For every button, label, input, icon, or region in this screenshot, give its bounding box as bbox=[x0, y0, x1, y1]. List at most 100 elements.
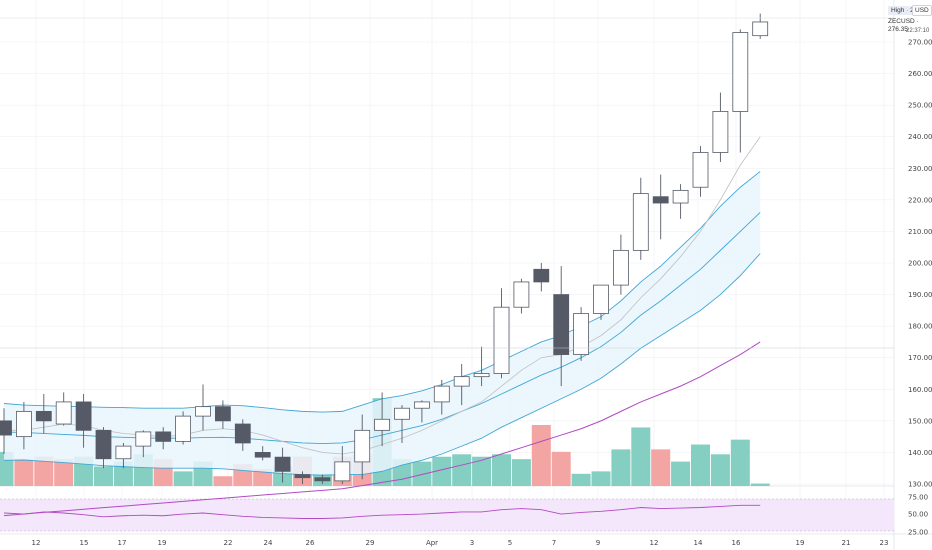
time-axis[interactable]: 12 15 17 19 22 24 26 29 Apr 3 5 7 9 12 14 16 19 21 23 bbox=[32, 539, 889, 547]
candle-body bbox=[95, 429, 112, 460]
price-tick-label: 210.00 bbox=[908, 228, 932, 236]
candle-body bbox=[175, 415, 192, 442]
candle-body bbox=[433, 385, 450, 403]
candle-body bbox=[15, 410, 32, 438]
rsi-pane bbox=[0, 498, 894, 532]
volume-bar bbox=[691, 444, 710, 486]
volume-bar bbox=[213, 476, 233, 486]
candle-body bbox=[493, 306, 510, 374]
rsi-tick-label: 75.00 bbox=[908, 494, 928, 502]
volume-bar bbox=[631, 427, 651, 486]
volume-bar bbox=[472, 456, 492, 486]
time-tick-label: 24 bbox=[264, 539, 273, 547]
volume-bar bbox=[432, 456, 452, 486]
time-tick-label: 29 bbox=[366, 539, 375, 547]
price-tick-label: 260.00 bbox=[908, 70, 932, 78]
candle-body bbox=[0, 420, 12, 436]
volume-bar bbox=[551, 451, 571, 486]
candle-body bbox=[55, 401, 72, 425]
volume-bar bbox=[611, 449, 631, 486]
candle-body bbox=[274, 456, 291, 472]
volume-bar bbox=[253, 468, 273, 486]
rsi-tick-label: 50.00 bbox=[908, 511, 928, 519]
candle-body bbox=[234, 423, 251, 444]
volume-bar bbox=[412, 461, 432, 486]
time-tick-label: 23 bbox=[880, 539, 889, 547]
time-tick-label: 26 bbox=[306, 539, 315, 547]
price-axis[interactable]: 270.00 260.00 250.00 240.00 230.00 220.00 210.… bbox=[908, 39, 932, 537]
volume-bar bbox=[531, 425, 551, 486]
candle-body bbox=[533, 268, 550, 283]
candle-body bbox=[652, 196, 669, 204]
candle-body bbox=[155, 431, 172, 442]
price-tick-label: 180.00 bbox=[908, 323, 932, 331]
time-tick-label: 21 bbox=[842, 539, 851, 547]
volume-bar bbox=[511, 459, 531, 486]
rsi-band bbox=[0, 499, 894, 531]
candle-body bbox=[75, 401, 92, 431]
candle-body bbox=[195, 406, 211, 417]
candle-body bbox=[453, 376, 470, 387]
volume-bar bbox=[34, 456, 54, 486]
price-candles bbox=[0, 13, 769, 484]
volume-bar bbox=[571, 473, 591, 486]
candle-body bbox=[473, 373, 490, 378]
price-tick-label: 230.00 bbox=[908, 165, 932, 173]
currency-badge[interactable]: USD bbox=[912, 5, 932, 16]
volume-bar bbox=[452, 454, 472, 486]
price-tick-label: 160.00 bbox=[908, 386, 932, 394]
candle-body bbox=[732, 32, 749, 112]
price-tick-label: 250.00 bbox=[908, 102, 932, 110]
rsi-tick-label: 25.00 bbox=[908, 529, 928, 537]
time-tick-label: 17 bbox=[118, 539, 127, 547]
time-tick-label: 9 bbox=[596, 539, 600, 547]
symbol-separator: · bbox=[916, 18, 919, 25]
volume-bar bbox=[730, 439, 750, 486]
volume-bar bbox=[750, 483, 770, 486]
time-tick-label: 12 bbox=[650, 539, 659, 547]
candle-body bbox=[135, 431, 152, 447]
volume-bar bbox=[14, 459, 34, 486]
price-tick-label: 270.00 bbox=[908, 39, 932, 47]
time-tick-label: 19 bbox=[796, 539, 805, 547]
candle-body bbox=[513, 281, 530, 308]
time-tick-label: 15 bbox=[80, 539, 89, 547]
volume-bar bbox=[492, 454, 511, 486]
time-tick-label: 5 bbox=[508, 539, 512, 547]
candle-body bbox=[593, 284, 609, 314]
volume-bar bbox=[54, 459, 74, 486]
time-tick-label: 19 bbox=[158, 539, 167, 547]
price-tick-label: 240.00 bbox=[908, 133, 932, 141]
time-tick-label: Apr bbox=[426, 539, 438, 547]
candle-body bbox=[294, 474, 311, 479]
time-tick-label: 7 bbox=[552, 539, 556, 547]
candle-body bbox=[752, 21, 769, 37]
candle-body bbox=[115, 445, 132, 460]
volume-bar bbox=[671, 461, 691, 486]
candle-body bbox=[374, 418, 391, 431]
price-tick-label: 220.00 bbox=[908, 196, 932, 204]
symbol-label: ZECUSD bbox=[888, 18, 915, 25]
volume-bar bbox=[113, 461, 133, 486]
volume-bar bbox=[173, 471, 193, 486]
candle-body bbox=[573, 313, 589, 355]
bar-countdown: 22:37:10 bbox=[906, 28, 930, 34]
time-tick-label: 22 bbox=[224, 539, 233, 547]
candle-body bbox=[35, 410, 52, 422]
candle-body bbox=[692, 152, 709, 188]
high-label: High bbox=[891, 7, 905, 14]
candle-body bbox=[553, 294, 570, 355]
price-tick-label: 150.00 bbox=[908, 417, 932, 425]
candle-body bbox=[214, 406, 231, 422]
price-tick-label: 190.00 bbox=[908, 291, 932, 299]
candle-body bbox=[672, 189, 689, 204]
volume-bar bbox=[710, 454, 730, 486]
symbol-price-label: ZECUSD · 276.35 bbox=[888, 18, 932, 34]
price-tick-label: 140.00 bbox=[908, 449, 932, 457]
band-lower-line bbox=[3, 253, 761, 476]
candle-body bbox=[632, 193, 649, 251]
candle-body bbox=[354, 429, 371, 463]
high-separator: · bbox=[906, 7, 909, 14]
time-tick-label: 14 bbox=[694, 539, 703, 547]
